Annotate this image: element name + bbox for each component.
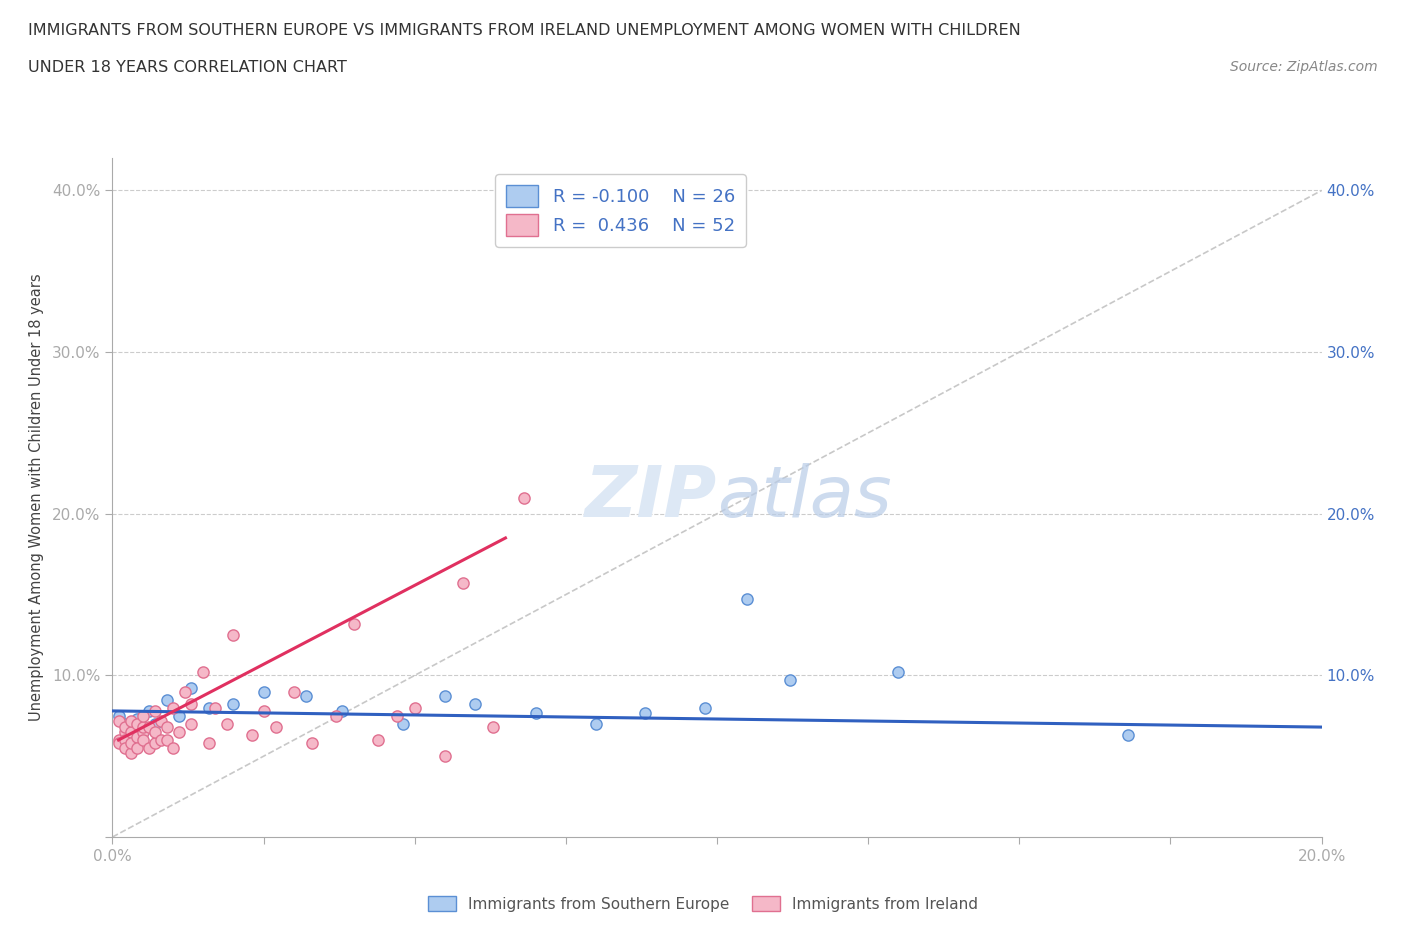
Point: [585, 716, 607, 731]
Point: [162, 740, 184, 755]
Point: [120, 713, 142, 728]
Point: [132, 724, 155, 739]
Point: [204, 700, 226, 715]
Point: [149, 713, 172, 728]
Point: [120, 736, 142, 751]
Point: [156, 692, 179, 707]
Point: [138, 720, 160, 735]
Point: [887, 665, 910, 680]
Text: IMMIGRANTS FROM SOUTHERN EUROPE VS IMMIGRANTS FROM IRELAND UNEMPLOYMENT AMONG WO: IMMIGRANTS FROM SOUTHERN EUROPE VS IMMIG…: [28, 23, 1021, 38]
Point: [283, 684, 305, 699]
Text: ZIP: ZIP: [585, 463, 717, 532]
Legend: Immigrants from Southern Europe, Immigrants from Ireland: Immigrants from Southern Europe, Immigra…: [422, 889, 984, 918]
Point: [162, 700, 184, 715]
Point: [180, 697, 202, 711]
Point: [633, 705, 655, 720]
Point: [222, 628, 245, 643]
Point: [198, 700, 221, 715]
Point: [114, 740, 136, 755]
Point: [240, 727, 263, 742]
Point: [143, 724, 166, 739]
Point: [253, 684, 276, 699]
Point: [191, 665, 214, 680]
Point: [343, 617, 366, 631]
Point: [404, 700, 426, 715]
Point: [167, 709, 190, 724]
Point: [114, 733, 136, 748]
Point: [132, 724, 155, 739]
Point: [512, 490, 534, 505]
Point: [107, 733, 129, 748]
Text: atlas: atlas: [717, 463, 891, 532]
Text: UNDER 18 YEARS CORRELATION CHART: UNDER 18 YEARS CORRELATION CHART: [28, 60, 347, 75]
Point: [167, 724, 190, 739]
Point: [132, 733, 155, 748]
Point: [114, 716, 136, 731]
Point: [138, 740, 160, 755]
Point: [301, 736, 323, 751]
Point: [433, 749, 456, 764]
Point: [385, 709, 408, 724]
Point: [132, 720, 155, 735]
Point: [143, 716, 166, 731]
Point: [120, 720, 142, 735]
Point: [156, 720, 179, 735]
Point: [1116, 727, 1139, 742]
Point: [391, 716, 413, 731]
Point: [180, 681, 202, 696]
Point: [737, 592, 759, 607]
Point: [125, 716, 148, 731]
Point: [149, 733, 172, 748]
Point: [367, 733, 389, 748]
Y-axis label: Unemployment Among Women with Children Under 18 years: Unemployment Among Women with Children U…: [30, 273, 44, 722]
Point: [120, 746, 142, 761]
Point: [125, 711, 148, 726]
Point: [180, 716, 202, 731]
Point: [132, 709, 155, 724]
Point: [693, 700, 716, 715]
Point: [143, 703, 166, 718]
Point: [107, 709, 129, 724]
Point: [125, 740, 148, 755]
Point: [107, 713, 129, 728]
Point: [253, 703, 276, 718]
Point: [114, 724, 136, 739]
Point: [217, 716, 239, 731]
Point: [451, 576, 474, 591]
Legend: R = -0.100    N = 26, R =  0.436    N = 52: R = -0.100 N = 26, R = 0.436 N = 52: [495, 174, 745, 246]
Point: [464, 697, 486, 711]
Point: [138, 703, 160, 718]
Point: [114, 720, 136, 735]
Point: [174, 684, 197, 699]
Point: [156, 733, 179, 748]
Point: [325, 709, 347, 724]
Point: [482, 720, 505, 735]
Point: [524, 705, 547, 720]
Point: [125, 729, 148, 744]
Text: Source: ZipAtlas.com: Source: ZipAtlas.com: [1230, 60, 1378, 74]
Point: [433, 689, 456, 704]
Point: [264, 720, 287, 735]
Point: [143, 736, 166, 751]
Point: [198, 736, 221, 751]
Point: [107, 736, 129, 751]
Point: [330, 703, 353, 718]
Point: [120, 724, 142, 739]
Point: [779, 672, 801, 687]
Point: [295, 689, 318, 704]
Point: [222, 697, 245, 711]
